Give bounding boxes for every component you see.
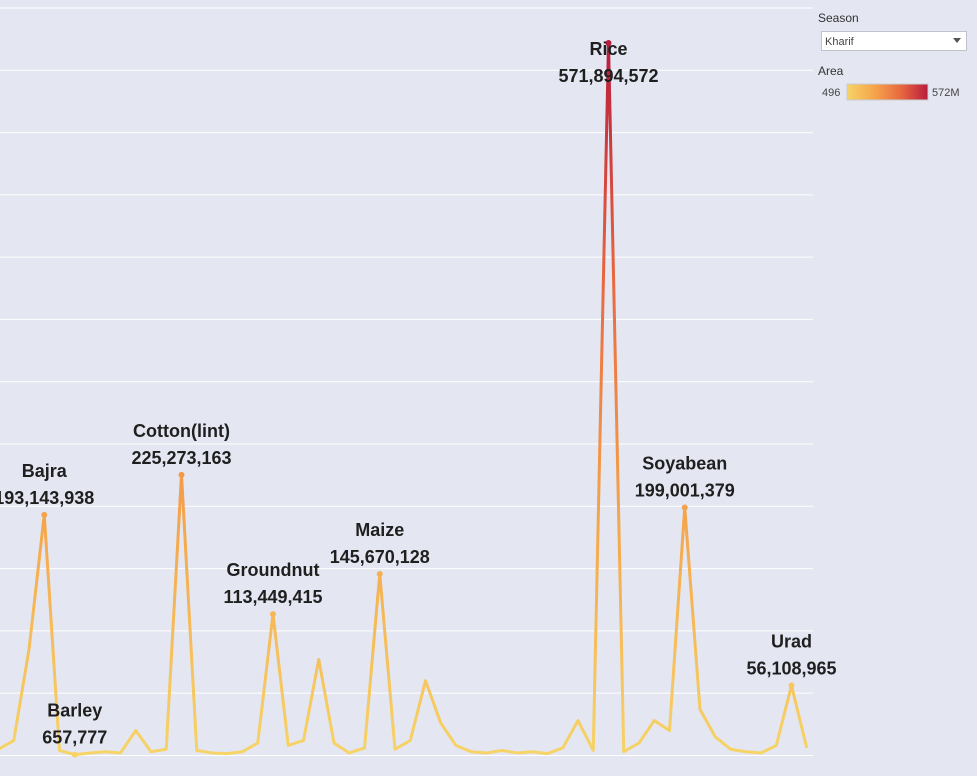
point-marker [41, 511, 48, 518]
crop-name: Cotton(lint) [133, 421, 230, 441]
point-marker [788, 682, 795, 689]
season-dropdown[interactable] [821, 31, 967, 51]
point-marker [681, 504, 688, 511]
point-marker [376, 570, 383, 577]
crop-value: 657,777 [42, 728, 107, 748]
crop-value: 145,670,128 [330, 547, 430, 567]
plot [0, 40, 809, 758]
crop-name: Soyabean [642, 454, 727, 474]
crop-name: Maize [355, 520, 404, 540]
area-line [0, 41, 809, 757]
point-marker [605, 40, 612, 47]
point-marker [178, 471, 185, 478]
point-marker [71, 751, 78, 758]
point-marker [270, 611, 276, 618]
color-ramp-bar [846, 83, 929, 101]
color-ramp [846, 83, 929, 101]
crop-name: Rice [589, 39, 627, 59]
labels: Bajra 193,143,938 Barley 657,777 Cotton(lint… [0, 39, 837, 748]
color-max-label: 572M [932, 87, 960, 99]
crop-name: Barley [47, 701, 102, 721]
crop-value: 571,894,572 [558, 66, 658, 86]
legend: Season Kharif Area 496 572M [818, 11, 967, 101]
crop-value: 193,143,938 [0, 488, 94, 508]
crop-name: Bajra [22, 461, 68, 481]
area-title: Area [818, 64, 844, 78]
grid [0, 7, 813, 756]
color-min-label: 496 [822, 87, 840, 99]
season-title: Season [818, 11, 859, 25]
crop-name: Groundnut [227, 560, 320, 580]
season-value: Kharif [825, 36, 855, 48]
crop-value: 225,273,163 [131, 448, 231, 468]
crop-value: 199,001,379 [635, 481, 735, 501]
dropdown-arrow [953, 38, 961, 43]
crop-name: Urad [771, 632, 812, 652]
crop-value: 113,449,415 [223, 587, 322, 607]
crop-value: 56,108,965 [746, 659, 836, 679]
